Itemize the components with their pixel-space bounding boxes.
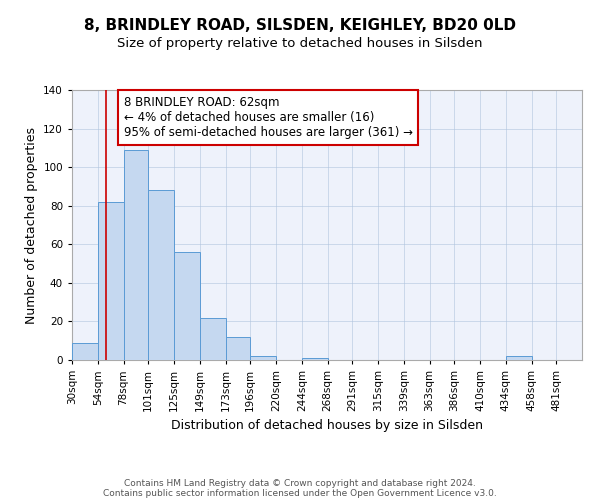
Bar [200,318,226,360]
Bar [72,342,98,360]
Bar [148,190,174,360]
Text: 8 BRINDLEY ROAD: 62sqm
← 4% of detached houses are smaller (16)
95% of semi-deta: 8 BRINDLEY ROAD: 62sqm ← 4% of detached … [124,96,413,139]
Y-axis label: Number of detached properties: Number of detached properties [25,126,38,324]
Bar [174,252,200,360]
X-axis label: Distribution of detached houses by size in Silsden: Distribution of detached houses by size … [171,420,483,432]
Bar [98,202,124,360]
Bar [226,337,250,360]
Text: Contains HM Land Registry data © Crown copyright and database right 2024.: Contains HM Land Registry data © Crown c… [124,478,476,488]
Bar [124,150,148,360]
Text: Size of property relative to detached houses in Silsden: Size of property relative to detached ho… [117,38,483,51]
Bar [506,356,532,360]
Bar [302,358,328,360]
Text: Contains public sector information licensed under the Open Government Licence v3: Contains public sector information licen… [103,488,497,498]
Bar [250,356,276,360]
Text: 8, BRINDLEY ROAD, SILSDEN, KEIGHLEY, BD20 0LD: 8, BRINDLEY ROAD, SILSDEN, KEIGHLEY, BD2… [84,18,516,32]
